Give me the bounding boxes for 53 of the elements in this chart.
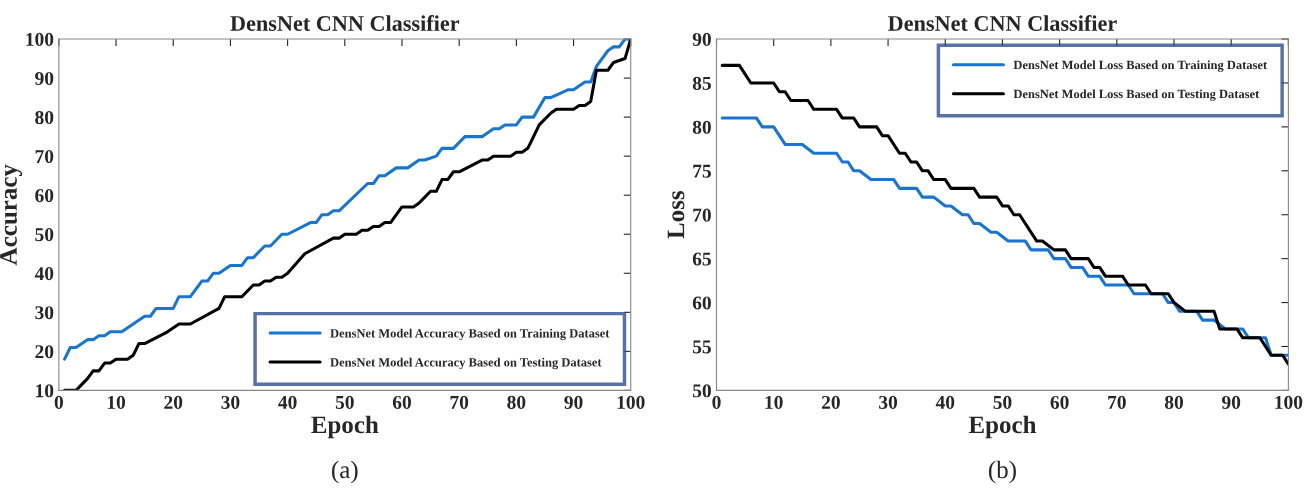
text: (a) <box>332 460 358 484</box>
x-tick-label: 20 <box>821 395 840 409</box>
x-tick-label: 90 <box>1222 395 1241 409</box>
x-tick-label: 30 <box>879 395 898 409</box>
x-tick-label: 60 <box>392 395 411 409</box>
y-tick-label: 90 <box>692 32 711 46</box>
y-tick-label: 85 <box>692 76 711 90</box>
x-tick-label: 10 <box>765 395 783 409</box>
x-tick-label: 100 <box>1275 395 1303 409</box>
x-tick-label: 50 <box>993 395 1012 409</box>
y-axis-title: Loss <box>667 191 685 239</box>
y-tick-label: 40 <box>34 267 54 281</box>
chart-title: DensNet CNN Classifier <box>230 15 460 31</box>
x-tick-label: 40 <box>935 395 955 409</box>
legend-label: DensNet Model Accuracy Based on Testing Dataset <box>330 357 602 370</box>
x-tick-label: 10 <box>107 395 126 409</box>
y-tick-label: 70 <box>693 208 711 222</box>
y-tick-label: 50 <box>35 228 54 242</box>
x-tick-label: 70 <box>450 395 469 409</box>
x-tick-label: 70 <box>1108 395 1126 409</box>
x-tick-label: 50 <box>335 395 354 409</box>
legend-label: DensNet Model Loss Based on Testing Dataset <box>1013 89 1260 101</box>
y-tick-label: 50 <box>692 384 711 398</box>
y-axis-title: Accuracy <box>0 164 23 266</box>
legend-label: DensNet Model Loss Based on Training Dataset <box>1013 60 1268 72</box>
y-tick-label: 30 <box>35 306 54 320</box>
x-tick-label: 0 <box>712 395 721 409</box>
y-tick-label: 60 <box>35 189 54 203</box>
x-axis-title: Epoch <box>968 415 1037 439</box>
y-tick-label: 100 <box>26 32 54 46</box>
y-tick-label: 55 <box>692 340 711 354</box>
y-tick-label: 60 <box>692 296 711 310</box>
x-axis-title: Epoch <box>311 415 379 439</box>
y-tick-label: 65 <box>692 252 711 266</box>
x-tick-label: 40 <box>278 395 297 409</box>
x-tick-label: 80 <box>1164 395 1183 409</box>
text: (b) <box>988 460 1016 484</box>
y-tick-label: 20 <box>35 345 54 359</box>
y-tick-label: 10 <box>36 384 54 398</box>
x-tick-label: 60 <box>1050 395 1069 409</box>
y-tick-label: 80 <box>692 120 711 134</box>
x-tick-label: 80 <box>507 395 526 409</box>
x-tick-label: 30 <box>221 395 240 409</box>
y-tick-label: 75 <box>693 164 711 178</box>
legend-label: DensNet Model Accuracy Based on Training Dataset <box>330 328 610 341</box>
y-tick-label: 90 <box>35 71 54 86</box>
x-tick-label: 100 <box>617 395 645 409</box>
y-tick-label: 70 <box>35 149 54 164</box>
chart-title: DensNet CNN Classifier <box>888 15 1117 31</box>
y-tick-label: 80 <box>35 110 54 125</box>
x-tick-label: 90 <box>564 395 583 409</box>
x-tick-label: 20 <box>164 395 183 409</box>
x-tick-label: 0 <box>54 395 63 409</box>
